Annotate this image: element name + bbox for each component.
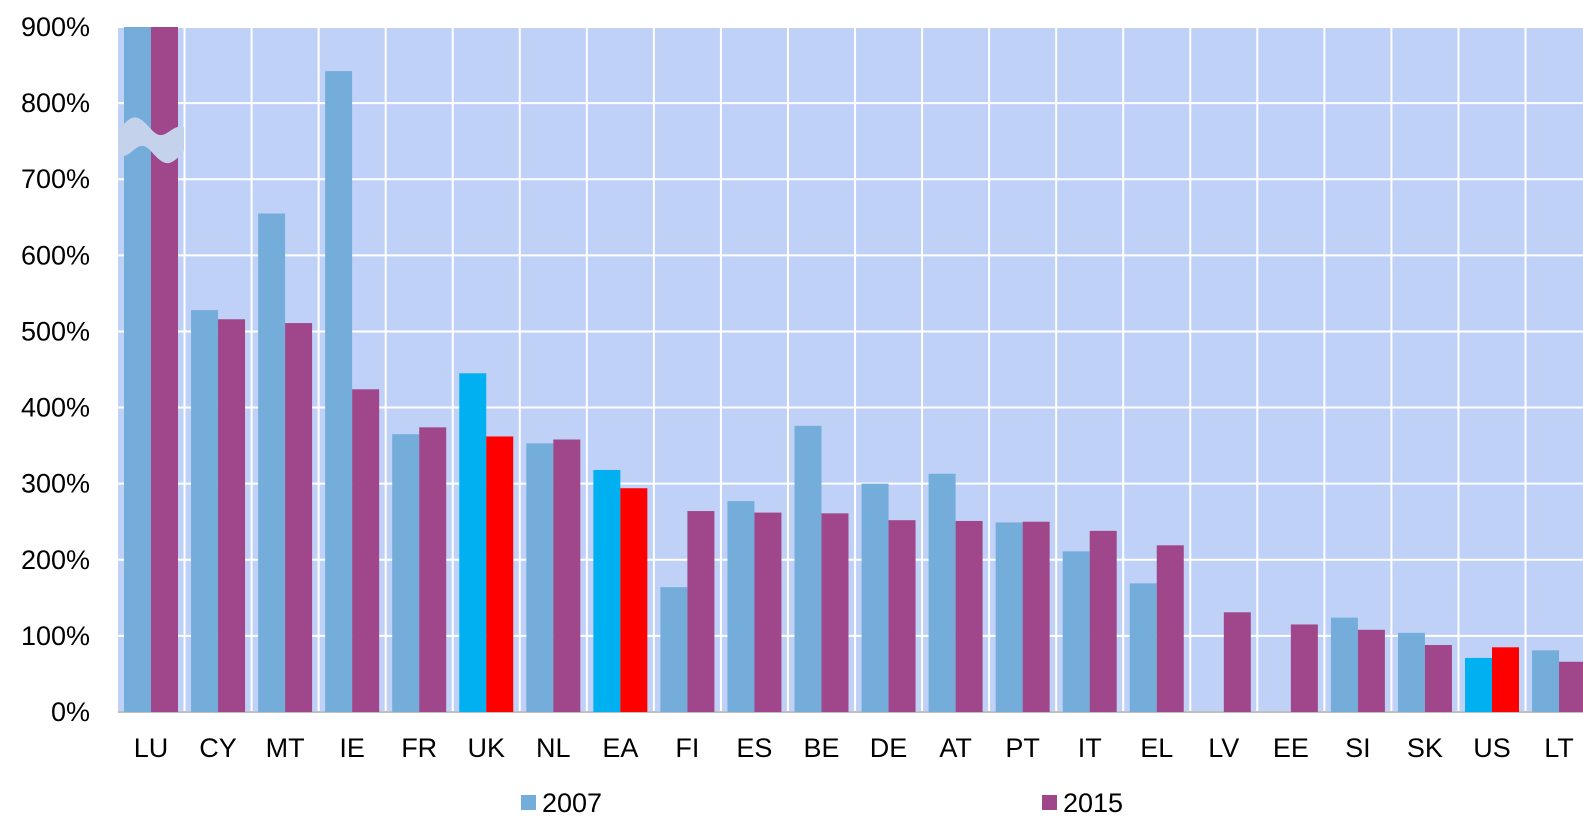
bar-2007-UK (459, 373, 487, 712)
x-tick-label-LT: LT (1544, 733, 1574, 763)
bar-2007-MT (258, 213, 286, 712)
y-tick-label: 800% (21, 88, 90, 118)
bars (124, 27, 1583, 712)
bar-2015-SI (1357, 629, 1385, 712)
bar-2007-DE (861, 483, 889, 712)
x-tick-label-LU: LU (134, 733, 169, 763)
bar-2015-LV (1223, 612, 1251, 712)
x-axis-tick-labels: LU CY MT IE FR UK NL EA FI ES BE DE AT PT IT EL LV EE SI SK… (134, 733, 1574, 763)
x-tick-label-CY: CY (199, 733, 237, 763)
x-tick-label-UK: UK (467, 733, 505, 763)
x-tick-label-FR: FR (401, 733, 437, 763)
y-tick-label: 600% (21, 240, 90, 270)
bar-2015-IE (352, 389, 380, 712)
y-tick-label: 0% (51, 697, 90, 727)
bar-2015-FR (419, 427, 447, 712)
bar-2007-FR (392, 434, 420, 712)
axis-break-marker (118, 117, 184, 164)
x-tick-label-US: US (1473, 733, 1511, 763)
legend-label-2007: 2007 (542, 788, 602, 818)
bar-2015-IT (1089, 530, 1117, 712)
bar-2015-EL (1156, 545, 1184, 712)
bar-2015-BE (821, 513, 849, 712)
bar-2015-FI (687, 511, 715, 712)
bar-2007-PT (995, 522, 1023, 712)
bar-2007-LT (1532, 650, 1560, 712)
bar-2007-NL (526, 443, 554, 712)
y-axis-tick-labels: 0% 100% 200% 300% 400% 500% 600% 700% 800% 900% (21, 12, 90, 727)
bar-2007-US (1465, 657, 1492, 712)
x-tick-label-IE: IE (339, 733, 365, 763)
bar-2007-EL (1129, 583, 1157, 712)
y-tick-label: 200% (21, 545, 90, 575)
x-tick-label-SK: SK (1407, 733, 1443, 763)
x-tick-label-FI: FI (675, 733, 699, 763)
x-tick-label-BE: BE (803, 733, 839, 763)
bar-2015-EE (1290, 624, 1318, 712)
bar-2015-AT (955, 520, 983, 712)
y-tick-label: 700% (21, 164, 90, 194)
legend-swatch-2007 (521, 795, 536, 810)
x-tick-label-DE: DE (870, 733, 908, 763)
bar-2015-US (1492, 647, 1519, 712)
bar-2007-EA (593, 469, 621, 712)
x-tick-label-PT: PT (1005, 733, 1040, 763)
bar-2015-MT (285, 323, 313, 712)
x-tick-label-EE: EE (1273, 733, 1309, 763)
bar-2015-SK (1424, 645, 1452, 712)
legend-label-2015: 2015 (1063, 788, 1123, 818)
x-tick-label-MT: MT (266, 733, 305, 763)
bar-2007-IT (1062, 551, 1090, 712)
legend: 2007 2015 (521, 788, 1123, 818)
bar-2007-ES (727, 501, 755, 712)
bar-2007-FI (660, 587, 688, 712)
x-tick-label-AT: AT (939, 733, 972, 763)
bar-2007-SK (1397, 632, 1425, 712)
y-tick-label: 900% (21, 12, 90, 42)
x-tick-label-EL: EL (1140, 733, 1173, 763)
y-tick-label: 500% (21, 316, 90, 346)
bar-2015-PT (1022, 521, 1050, 712)
bar-2015-CY (218, 319, 246, 712)
bar-2015-UK (486, 436, 514, 712)
y-tick-label: 100% (21, 621, 90, 651)
y-tick-label: 400% (21, 393, 90, 423)
x-tick-label-LV: LV (1208, 733, 1239, 763)
y-tick-label: 300% (21, 469, 90, 499)
x-tick-label-ES: ES (736, 733, 772, 763)
x-tick-label-EA: EA (602, 733, 638, 763)
bar-2015-ES (754, 512, 782, 712)
x-tick-label-SI: SI (1345, 733, 1371, 763)
bar-2007-SI (1330, 617, 1358, 712)
x-tick-label-NL: NL (536, 733, 571, 763)
bar-2007-CY (191, 310, 219, 712)
legend-swatch-2015 (1042, 795, 1057, 810)
bar-2015-EA (620, 488, 648, 712)
axis-break-shape (118, 117, 184, 164)
bar-2007-BE (794, 425, 822, 712)
bar-2015-DE (888, 520, 916, 712)
bar-2007-AT (928, 473, 956, 712)
bar-2007-IE (325, 71, 353, 712)
bar-2015-NL (553, 439, 581, 712)
bar-2015-LT (1559, 661, 1583, 712)
x-tick-label-IT: IT (1078, 733, 1102, 763)
